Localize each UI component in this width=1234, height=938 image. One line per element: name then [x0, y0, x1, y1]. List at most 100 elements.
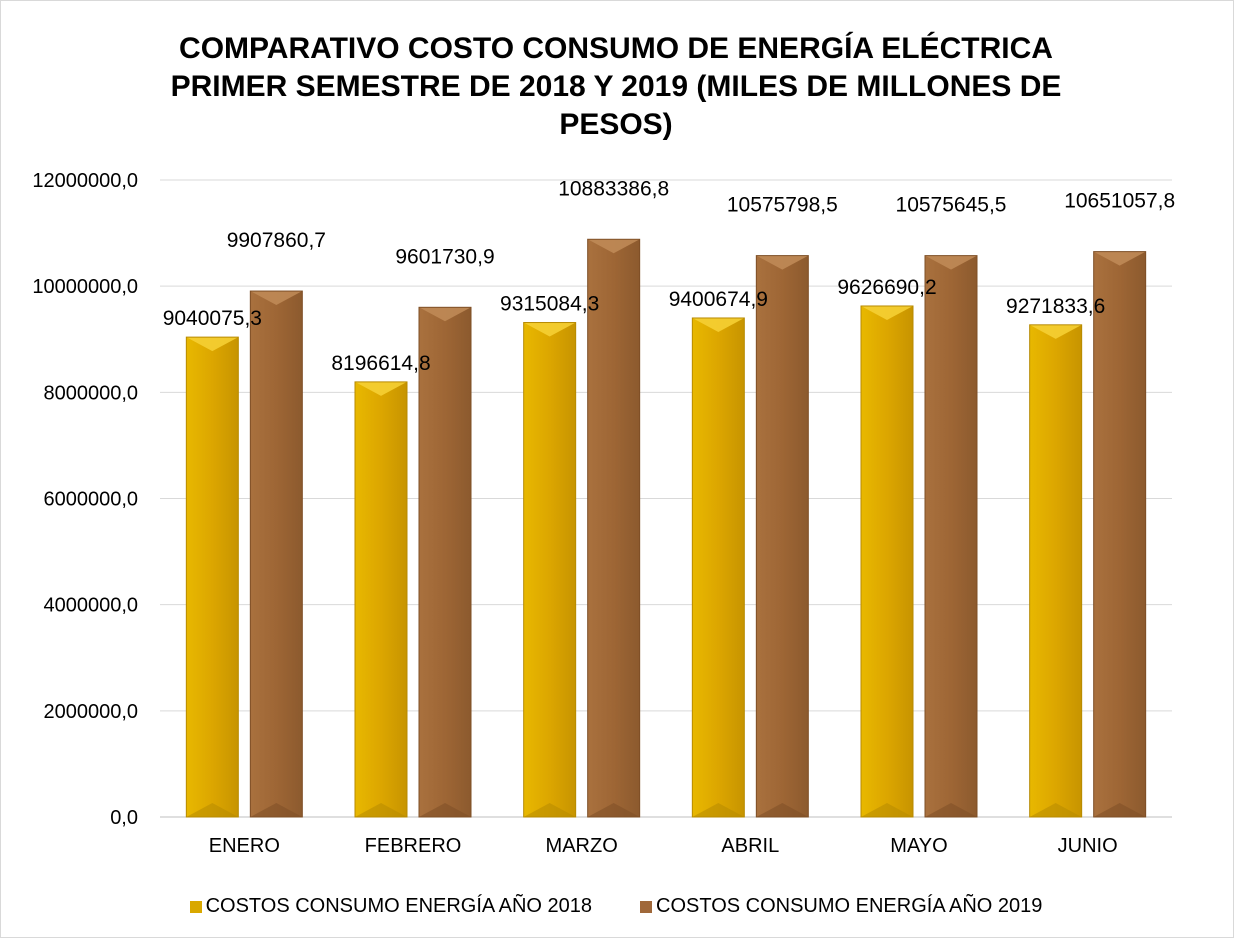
bar-body: [355, 381, 407, 817]
bar-2018-junio: [1029, 324, 1083, 818]
data-label: 10883386,8: [558, 177, 669, 200]
data-label: 9626690,2: [837, 276, 936, 299]
bar-bevel-bottom: [756, 803, 809, 817]
bar-2018-abril: [691, 317, 745, 818]
bar-bevel-bottom: [1029, 803, 1082, 817]
y-tick-label: 10000000,0: [32, 276, 138, 298]
bar-outline: [523, 322, 577, 818]
bar-bevel-bottom: [925, 803, 977, 817]
bar-outline: [1093, 251, 1147, 818]
legend-swatch-2018: [189, 900, 202, 913]
chart-title-line-2: PRIMER SEMESTRE DE 2018 Y 2019 (MILES DE…: [170, 70, 1062, 103]
bar-bevel-top: [419, 307, 471, 322]
data-label: 9315084,3: [500, 293, 599, 316]
bar-bevel-top: [186, 337, 239, 352]
bar-bevel-bottom: [186, 803, 239, 817]
bar-outline: [924, 255, 978, 818]
bar-bevel-top: [355, 381, 407, 396]
bar-2018-mayo: [860, 305, 914, 818]
bar-bevel-bottom: [419, 803, 471, 817]
bar-bevel-bottom: [523, 803, 576, 817]
chart-title-line-1: COMPARATIVO COSTO CONSUMO DE ENERGÍA ELÉ…: [179, 32, 1053, 65]
data-labels: 9040075,3 9907860,7 8196614,8 9601730,9 9315…: [163, 177, 1175, 375]
data-label: 9271833,6: [1006, 295, 1105, 318]
data-label: 10575645,5: [896, 194, 1007, 217]
gridlines: [160, 179, 1172, 818]
x-tick-label: ABRIL: [721, 835, 779, 857]
bar-2018-enero: [185, 336, 239, 818]
bar-body: [1093, 251, 1146, 818]
bar-body: [692, 317, 745, 817]
chart-plot: 0,0 2000000,0 4000000,0 6000000,0 8000000,0 1…: [32, 170, 1175, 857]
bar-body: [523, 322, 576, 817]
bar-outline: [860, 305, 914, 818]
bar-outline: [755, 255, 809, 818]
bar-body: [186, 337, 239, 817]
legend: COSTOS CONSUMO ENERGÍA AÑO 2018 COSTOS C…: [0, 895, 1232, 918]
bar-body: [419, 307, 471, 817]
x-tick-label: FEBRERO: [365, 835, 462, 857]
data-label: 9907860,7: [227, 229, 326, 252]
data-label: 10575798,5: [727, 194, 838, 217]
legend-swatch-2019: [640, 900, 652, 913]
bar-bevel-top: [1093, 251, 1146, 266]
bar-outline: [691, 317, 745, 818]
y-tick-label: 2000000,0: [43, 701, 138, 723]
bar-body: [925, 255, 977, 817]
data-label: 10651057,8: [1064, 190, 1175, 213]
x-tick-label: ENERO: [209, 835, 280, 857]
bar-bevel-top: [925, 255, 977, 270]
bar-outline: [1029, 324, 1083, 818]
bar-body: [756, 255, 809, 817]
bar-2019-enero: [249, 290, 303, 818]
bar-bevel-bottom: [250, 803, 303, 817]
chart-title-line-3: PESOS): [559, 108, 673, 141]
bar-bevel-top: [1029, 324, 1082, 339]
bar-2019-abril: [755, 255, 809, 818]
legend-label-2019: COSTOS CONSUMO ENERGÍA AÑO 2019: [656, 895, 1043, 917]
bar-outline: [249, 290, 303, 818]
bar-2019-mayo: [924, 255, 978, 818]
bar-outline: [587, 238, 641, 818]
bar-bevel-bottom: [1093, 803, 1146, 817]
bar-outline: [418, 306, 472, 818]
bars: [185, 238, 1147, 818]
bar-2019-febrero: [418, 306, 472, 818]
y-tick-label: 6000000,0: [43, 489, 138, 511]
data-label: 9400674,9: [669, 288, 768, 311]
y-tick-label: 0,0: [110, 807, 138, 829]
bar-bevel-top: [523, 322, 576, 337]
bar-bevel-top: [250, 291, 303, 306]
data-label: 8196614,8: [331, 352, 430, 375]
bar-body: [587, 239, 640, 817]
y-axis-ticks: 0,0 2000000,0 4000000,0 6000000,0 8000000,0 1…: [32, 170, 138, 829]
y-tick-label: 12000000,0: [32, 170, 138, 192]
bar-bevel-top: [756, 255, 809, 270]
legend-label-2018: COSTOS CONSUMO ENERGÍA AÑO 2018: [205, 895, 592, 917]
bar-bevel-bottom: [587, 803, 640, 817]
data-label: 9040075,3: [163, 307, 262, 330]
bar-bevel-bottom: [861, 803, 913, 817]
bar-2019-junio: [1093, 251, 1147, 818]
y-tick-label: 4000000,0: [43, 595, 138, 617]
bar-outline: [354, 381, 408, 818]
bar-body: [861, 305, 913, 817]
data-label: 9601730,9: [395, 245, 494, 268]
bar-bevel-top: [861, 305, 913, 320]
bar-2019-marzo: [587, 238, 641, 818]
bar-2018-febrero: [354, 381, 408, 818]
x-tick-label: MARZO: [546, 835, 618, 857]
x-axis-ticks: ENERO FEBRERO MARZO ABRIL MAYO JUNIO: [209, 835, 1118, 857]
legend-item-2019: COSTOS CONSUMO ENERGÍA AÑO 2019: [640, 895, 1042, 918]
y-tick-label: 8000000,0: [43, 382, 138, 404]
x-tick-label: MAYO: [890, 835, 947, 857]
bar-body: [250, 291, 303, 817]
chart-title: COMPARATIVO COSTO CONSUMO DE ENERGÍA ELÉ…: [0, 30, 1232, 144]
bar-2018-marzo: [523, 322, 577, 818]
x-tick-label: JUNIO: [1058, 835, 1118, 857]
bar-body: [1029, 324, 1082, 817]
bar-bevel-top: [692, 317, 745, 332]
bar-bevel-bottom: [692, 803, 745, 817]
bar-bevel-top: [587, 239, 640, 254]
legend-item-2018: COSTOS CONSUMO ENERGÍA AÑO 2018: [189, 895, 592, 918]
